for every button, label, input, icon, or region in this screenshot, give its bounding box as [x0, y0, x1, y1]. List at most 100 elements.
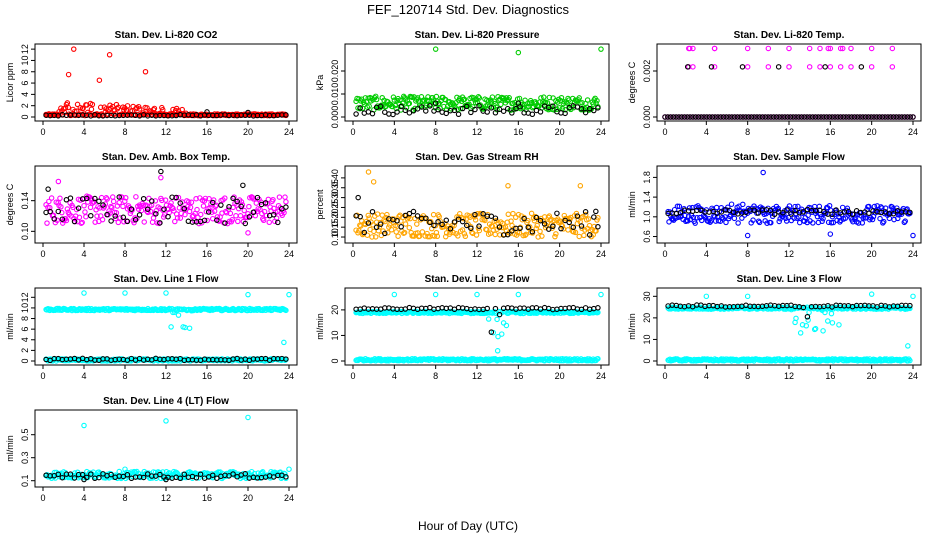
data-point: [782, 114, 788, 120]
y-tick-label: 8: [20, 69, 30, 74]
data-point: [698, 114, 704, 120]
data-point: [282, 194, 288, 200]
x-tick-label: 8: [122, 249, 127, 259]
data-point: [751, 207, 757, 213]
data-point: [122, 198, 128, 205]
data-point: [67, 471, 74, 477]
data-point: [503, 322, 510, 329]
data-point: [242, 220, 249, 227]
x-tick-label: 24: [596, 249, 606, 259]
data-point: [676, 203, 683, 210]
data-point: [461, 96, 468, 103]
data-point: [80, 105, 86, 111]
y-axis-label: ml/min: [627, 191, 637, 218]
data-point: [711, 64, 718, 70]
x-tick-label: 0: [350, 371, 355, 381]
data-point: [515, 211, 522, 218]
x-tick-label: 12: [784, 249, 794, 259]
data-point: [844, 205, 851, 212]
data-point: [687, 114, 693, 120]
data-point: [806, 64, 813, 70]
data-point: [837, 64, 844, 70]
y-tick-label: 0.10: [20, 223, 30, 241]
x-tick-label: 16: [202, 127, 212, 137]
data-point: [395, 233, 401, 239]
data-point: [188, 199, 195, 205]
data-point: [246, 203, 252, 210]
data-point: [254, 194, 261, 201]
points-layer: [43, 168, 289, 236]
data-point: [824, 318, 831, 324]
data-point: [687, 45, 693, 52]
data-point: [539, 233, 545, 239]
data-point: [81, 476, 87, 483]
data-point: [166, 305, 172, 312]
data-point: [204, 217, 210, 224]
data-point: [893, 114, 900, 120]
x-tick-label: 20: [243, 127, 253, 137]
y-tick-label: 12: [20, 292, 30, 302]
points-layer: [43, 46, 289, 119]
data-point: [59, 474, 66, 481]
data-point: [703, 293, 710, 300]
data-point: [754, 114, 760, 120]
data-point: [474, 291, 480, 298]
data-point: [827, 231, 834, 237]
data-point: [270, 196, 276, 203]
data-point: [229, 217, 235, 223]
data-point: [740, 201, 746, 208]
chart-panel: Stan. Dev. Li-820 Pressure 0 4 8 12 16 20 24 0.0…: [315, 30, 610, 137]
data-point: [48, 195, 55, 201]
data-point: [209, 209, 215, 215]
data-point: [138, 207, 145, 214]
data-point: [533, 214, 540, 221]
data-point: [537, 228, 543, 235]
data-point: [812, 325, 819, 332]
data-point: [201, 198, 208, 204]
x-tick-label: 16: [513, 371, 523, 381]
data-point: [718, 209, 725, 215]
data-point: [882, 114, 888, 120]
data-point: [790, 114, 796, 120]
data-point: [173, 194, 179, 201]
y-tick-label: 20: [642, 313, 652, 323]
data-point: [594, 97, 600, 104]
data-point: [55, 208, 62, 215]
data-point: [197, 211, 204, 218]
data-point: [432, 291, 439, 298]
data-point: [595, 305, 601, 311]
data-point: [106, 52, 113, 58]
data-point: [151, 105, 158, 112]
data-point: [281, 209, 287, 216]
data-point: [509, 228, 515, 234]
data-point: [546, 94, 553, 101]
x-tick-label: 20: [555, 371, 565, 381]
x-tick-label: 20: [243, 493, 253, 503]
data-point: [55, 471, 62, 478]
data-point: [866, 210, 872, 216]
data-point: [83, 195, 90, 202]
data-point: [246, 214, 253, 220]
data-point: [51, 216, 57, 222]
data-point: [836, 322, 842, 328]
x-tick-label: 16: [513, 127, 523, 137]
data-point: [488, 329, 495, 335]
data-point: [492, 100, 498, 107]
data-point: [465, 102, 471, 108]
data-point: [905, 343, 911, 349]
data-point: [748, 114, 755, 120]
data-point: [820, 328, 826, 334]
data-point: [457, 105, 464, 112]
data-point: [418, 104, 425, 110]
x-tick-label: 20: [555, 249, 565, 259]
data-point: [739, 215, 745, 221]
data-point: [456, 214, 462, 220]
data-point: [591, 214, 597, 220]
data-point: [901, 219, 908, 226]
data-point: [390, 111, 396, 118]
data-point: [813, 208, 820, 215]
data-point: [434, 233, 441, 240]
data-point: [764, 220, 770, 226]
data-point: [739, 64, 746, 70]
